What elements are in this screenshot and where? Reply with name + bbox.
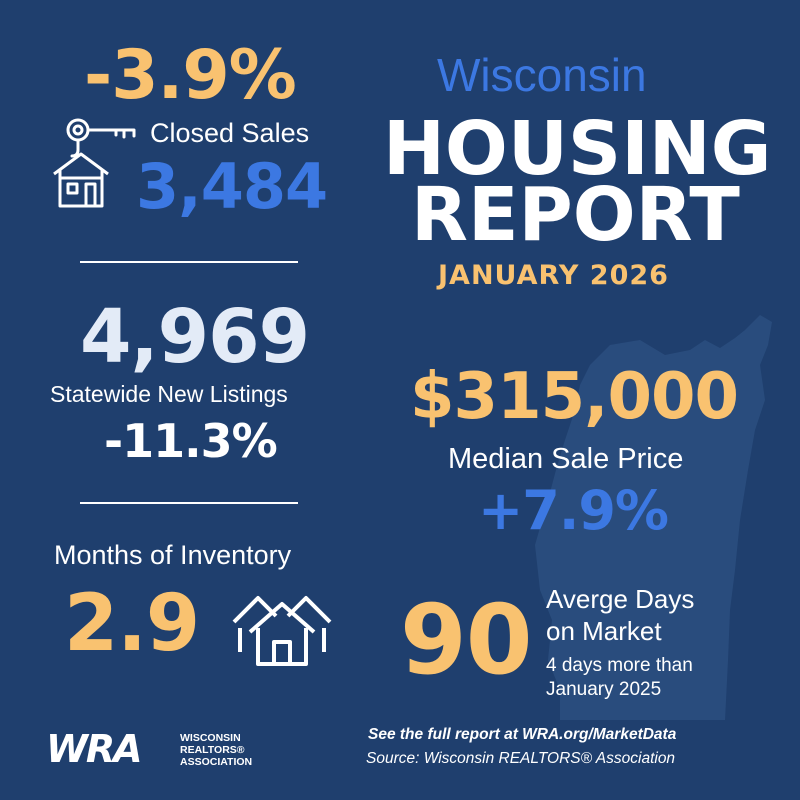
logo-name-line1: WISCONSIN (180, 732, 241, 744)
key-icon (66, 118, 136, 158)
report-title-line2: REPORT (411, 172, 740, 258)
inventory-value: 2.9 (64, 579, 200, 669)
days-on-market-label-line1: Averge Days (546, 584, 695, 614)
closed-sales-value: 3,484 (136, 150, 328, 223)
closed-sales-label: Closed Sales (150, 118, 310, 148)
logo-name-line3: ASSOCIATION (180, 756, 253, 769)
median-price-value: $315,000 (410, 360, 739, 434)
house-icon (53, 152, 109, 208)
logo-name-line2: REALTORS® (180, 744, 245, 757)
divider (80, 261, 298, 263)
report-period: JANUARY 2026 (438, 260, 669, 291)
new-listings-value: 4,969 (80, 294, 310, 380)
days-on-market-label-line2: on Market (546, 616, 662, 646)
report-state: Wisconsin (437, 49, 647, 101)
houses-icon (232, 596, 332, 666)
new-listings-change: -11.3% (104, 414, 278, 468)
wra-logo-text: WRA (46, 727, 143, 771)
days-on-market-value: 90 (400, 584, 533, 696)
source-note: Source: Wisconsin REALTORS® Association (366, 750, 676, 767)
divider (80, 502, 298, 504)
report-title-line1: HOUSING (383, 106, 772, 192)
days-on-market-note-line2: January 2025 (546, 679, 662, 700)
median-price-change: +7.9% (478, 479, 669, 542)
median-price-label: Median Sale Price (448, 443, 684, 475)
wra-logo: WRA (46, 727, 143, 771)
wra-logo-name: WISCONSIN REALTORS® ASSOCIATION (180, 732, 252, 768)
new-listings-label: Statewide New Listings (50, 381, 288, 407)
report-link[interactable]: See the full report at WRA.org/MarketDat… (368, 726, 677, 743)
days-on-market-note-line1: 4 days more than (546, 655, 693, 676)
closed-sales-change: -3.9% (84, 36, 297, 115)
inventory-label: Months of Inventory (54, 540, 292, 570)
